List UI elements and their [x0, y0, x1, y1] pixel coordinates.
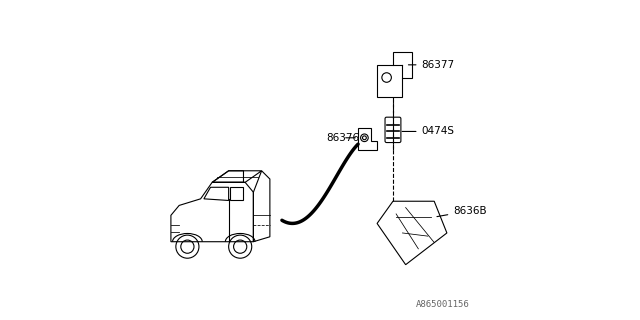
Text: 86376: 86376 — [326, 133, 360, 143]
Text: 8636B: 8636B — [437, 206, 487, 217]
Text: 0474S: 0474S — [402, 126, 454, 136]
Text: 86377: 86377 — [408, 60, 454, 70]
Text: A865001156: A865001156 — [415, 300, 469, 309]
